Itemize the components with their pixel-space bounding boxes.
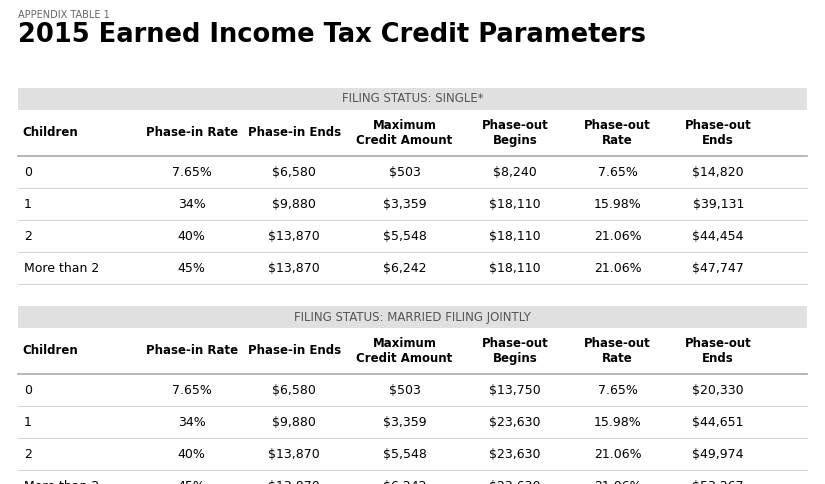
FancyBboxPatch shape (18, 328, 807, 374)
Text: $3,359: $3,359 (383, 197, 427, 211)
Text: Phase-out
Ends: Phase-out Ends (685, 337, 752, 365)
Text: $503: $503 (389, 383, 421, 396)
Text: $503: $503 (389, 166, 421, 179)
Text: Phase-out
Begins: Phase-out Begins (482, 337, 549, 365)
Text: $39,131: $39,131 (692, 197, 744, 211)
Text: 21.06%: 21.06% (594, 480, 642, 484)
Text: 2015 Earned Income Tax Credit Parameters: 2015 Earned Income Tax Credit Parameters (18, 22, 646, 48)
Text: 1: 1 (24, 415, 32, 428)
Text: 7.65%: 7.65% (597, 166, 638, 179)
FancyBboxPatch shape (18, 306, 807, 328)
Text: 21.06%: 21.06% (594, 448, 642, 460)
Text: $44,651: $44,651 (692, 415, 744, 428)
Text: Phase-in Ends: Phase-in Ends (248, 345, 341, 358)
Text: 21.06%: 21.06% (594, 229, 642, 242)
Text: $3,359: $3,359 (383, 415, 427, 428)
FancyBboxPatch shape (18, 188, 807, 220)
Text: $9,880: $9,880 (272, 415, 316, 428)
Text: $13,870: $13,870 (268, 261, 320, 274)
Text: Children: Children (22, 345, 78, 358)
Text: 34%: 34% (177, 197, 205, 211)
Text: 7.65%: 7.65% (172, 166, 211, 179)
Text: $5,548: $5,548 (383, 448, 427, 460)
Text: Maximum
Credit Amount: Maximum Credit Amount (356, 119, 453, 147)
Text: 2: 2 (24, 448, 32, 460)
Text: $23,630: $23,630 (489, 415, 541, 428)
FancyBboxPatch shape (18, 220, 807, 252)
Text: Phase-in Rate: Phase-in Rate (145, 345, 238, 358)
FancyBboxPatch shape (18, 110, 807, 156)
Text: $8,240: $8,240 (493, 166, 537, 179)
Text: $18,110: $18,110 (489, 229, 541, 242)
Text: Phase-out
Rate: Phase-out Rate (584, 337, 651, 365)
Text: Maximum
Credit Amount: Maximum Credit Amount (356, 337, 453, 365)
Text: 34%: 34% (177, 415, 205, 428)
Text: 45%: 45% (177, 261, 205, 274)
Text: $49,974: $49,974 (692, 448, 744, 460)
Text: $20,330: $20,330 (692, 383, 744, 396)
Text: 2: 2 (24, 229, 32, 242)
Text: FILING STATUS: MARRIED FILING JOINTLY: FILING STATUS: MARRIED FILING JOINTLY (294, 311, 531, 323)
Text: $23,630: $23,630 (489, 480, 541, 484)
FancyBboxPatch shape (18, 470, 807, 484)
Text: $44,454: $44,454 (692, 229, 744, 242)
Text: Phase-in Ends: Phase-in Ends (248, 126, 341, 139)
Text: $5,548: $5,548 (383, 229, 427, 242)
Text: $53,267: $53,267 (692, 480, 744, 484)
Text: $47,747: $47,747 (692, 261, 744, 274)
FancyBboxPatch shape (18, 438, 807, 470)
Text: 21.06%: 21.06% (594, 261, 642, 274)
Text: $13,870: $13,870 (268, 480, 320, 484)
Text: $13,870: $13,870 (268, 448, 320, 460)
FancyBboxPatch shape (18, 406, 807, 438)
Text: More than 2: More than 2 (24, 480, 99, 484)
Text: $6,580: $6,580 (272, 166, 316, 179)
Text: 15.98%: 15.98% (594, 415, 642, 428)
Text: 15.98%: 15.98% (594, 197, 642, 211)
Text: 1: 1 (24, 197, 32, 211)
Text: $18,110: $18,110 (489, 261, 541, 274)
Text: $18,110: $18,110 (489, 197, 541, 211)
Text: Phase-out
Begins: Phase-out Begins (482, 119, 549, 147)
Text: $23,630: $23,630 (489, 448, 541, 460)
Text: Children: Children (22, 126, 78, 139)
Text: Phase-out
Ends: Phase-out Ends (685, 119, 752, 147)
Text: 7.65%: 7.65% (172, 383, 211, 396)
Text: 45%: 45% (177, 480, 205, 484)
Text: $6,242: $6,242 (383, 261, 427, 274)
FancyBboxPatch shape (18, 252, 807, 284)
Text: $13,750: $13,750 (489, 383, 541, 396)
Text: $9,880: $9,880 (272, 197, 316, 211)
Text: 0: 0 (24, 383, 32, 396)
Text: 40%: 40% (177, 448, 205, 460)
Text: $6,580: $6,580 (272, 383, 316, 396)
Text: Phase-out
Rate: Phase-out Rate (584, 119, 651, 147)
Text: $14,820: $14,820 (692, 166, 744, 179)
Text: 40%: 40% (177, 229, 205, 242)
Text: 0: 0 (24, 166, 32, 179)
Text: $6,242: $6,242 (383, 480, 427, 484)
FancyBboxPatch shape (18, 374, 807, 406)
Text: $13,870: $13,870 (268, 229, 320, 242)
Text: More than 2: More than 2 (24, 261, 99, 274)
FancyBboxPatch shape (18, 156, 807, 188)
FancyBboxPatch shape (18, 88, 807, 110)
Text: APPENDIX TABLE 1: APPENDIX TABLE 1 (18, 10, 110, 20)
Text: Phase-in Rate: Phase-in Rate (145, 126, 238, 139)
Text: FILING STATUS: SINGLE*: FILING STATUS: SINGLE* (342, 92, 483, 106)
Text: 7.65%: 7.65% (597, 383, 638, 396)
